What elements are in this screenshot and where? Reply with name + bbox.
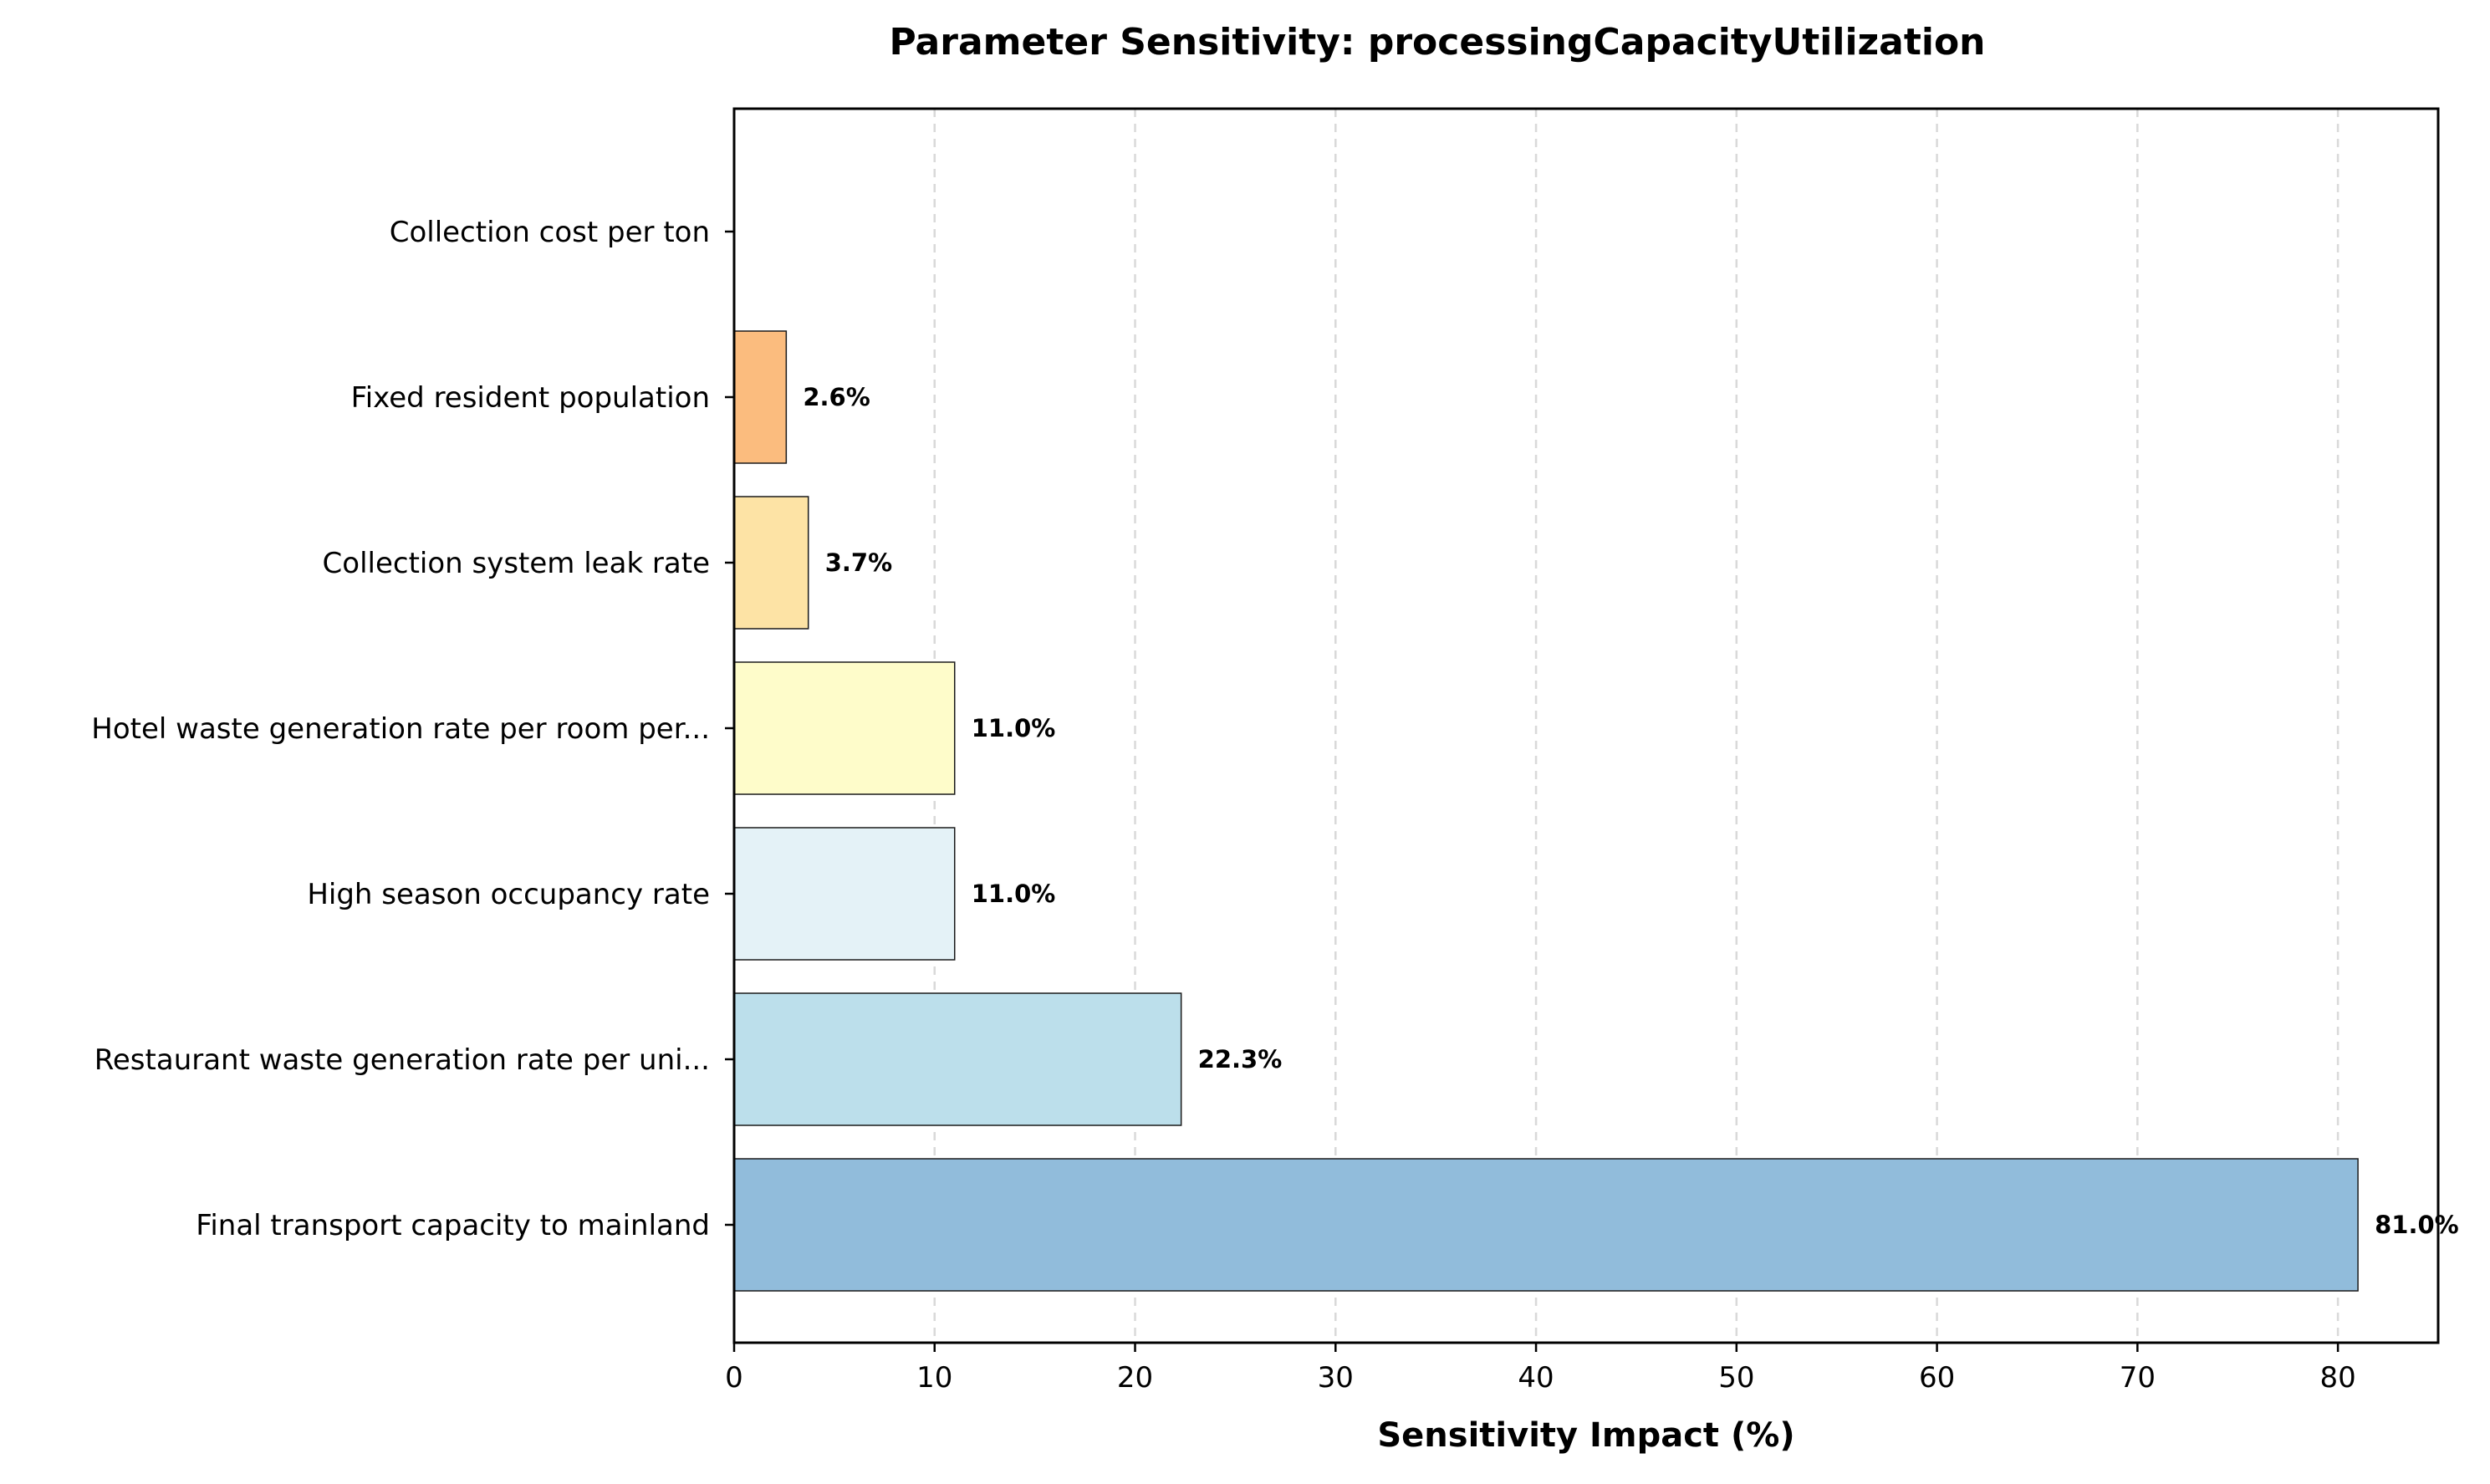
- x-tick-label: 20: [1117, 1361, 1153, 1395]
- grid-lines: [933, 109, 2339, 1343]
- chart-title: Parameter Sensitivity: processingCapacit…: [889, 21, 1985, 64]
- bar-value-label: 3.7%: [825, 548, 892, 577]
- bar: [733, 661, 956, 795]
- bar-value-label: 22.3%: [1198, 1045, 1283, 1073]
- y-tick-label: Hotel waste generation rate per room per…: [91, 712, 710, 746]
- x-tick-label: 50: [1718, 1361, 1754, 1395]
- y-tick-label: Restaurant waste generation rate per uni…: [94, 1043, 710, 1077]
- bar: [733, 330, 788, 464]
- y-tick-label: Final transport capacity to mainland: [196, 1209, 710, 1242]
- x-tick-label: 40: [1518, 1361, 1554, 1395]
- x-ticks: 0 10 20 30 40 50 60 70 80: [725, 1343, 2356, 1395]
- bar: [733, 1158, 2359, 1292]
- y-tick-label: Collection system leak rate: [323, 547, 710, 580]
- y-tick-label: High season occupancy rate: [307, 878, 710, 911]
- x-tick-label: 0: [725, 1361, 743, 1395]
- x-tick-label: 70: [2120, 1361, 2156, 1395]
- y-ticks: Final transport capacity to mainland Rest…: [91, 216, 734, 1242]
- x-tick-label: 30: [1318, 1361, 1354, 1395]
- x-tick-label: 60: [1919, 1361, 1955, 1395]
- bar: [733, 827, 956, 961]
- bar-value-label: 2.6%: [803, 383, 870, 411]
- bar-value-label: 81.0%: [2375, 1211, 2459, 1239]
- plot-frame: [732, 107, 2440, 1344]
- x-tick-label: 80: [2319, 1361, 2355, 1395]
- bar-value-labels: 81.0% 22.3% 11.0% 11.0% 3.7% 2.6%: [803, 383, 2458, 1239]
- x-tick-label: 10: [916, 1361, 952, 1395]
- bar-value-label: 11.0%: [972, 880, 1056, 908]
- bar-value-label: 11.0%: [972, 714, 1056, 742]
- y-tick-label: Collection cost per ton: [390, 216, 710, 249]
- bar: [733, 992, 1182, 1126]
- x-axis-label: Sensitivity Impact (%): [1377, 1416, 1794, 1455]
- bars: [733, 330, 2359, 1292]
- bar: [733, 496, 809, 630]
- y-tick-label: Fixed resident population: [351, 381, 710, 415]
